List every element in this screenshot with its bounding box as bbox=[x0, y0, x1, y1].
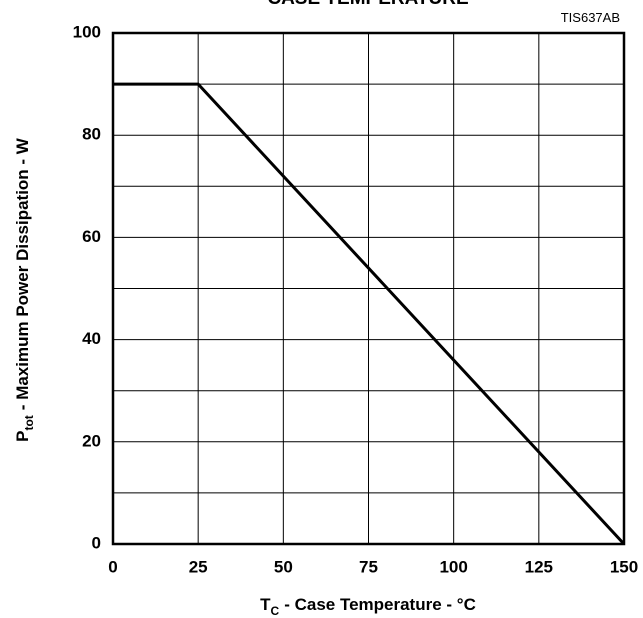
y-label-text: - Maximum Power Dissipation - W bbox=[13, 137, 32, 410]
x-label-subscript: C bbox=[271, 604, 280, 618]
x-tick-label: 25 bbox=[189, 557, 208, 576]
y-axis-label: Ptot - Maximum Power Dissipation - W bbox=[13, 137, 36, 442]
y-tick-label: 60 bbox=[82, 227, 101, 246]
x-tick-label: 75 bbox=[359, 557, 378, 576]
y-tick-label: 20 bbox=[82, 431, 101, 450]
x-axis-label: TC - Case Temperature - °C bbox=[260, 595, 476, 618]
chart-title: CASE TEMPERATURE bbox=[267, 0, 468, 9]
x-label-text: - Case Temperature - °C bbox=[284, 595, 476, 614]
x-tick-label: 150 bbox=[610, 557, 638, 576]
x-tick-label: 125 bbox=[525, 557, 553, 576]
y-tick-label: 40 bbox=[82, 329, 101, 348]
x-tick-label: 100 bbox=[439, 557, 467, 576]
plot-frame bbox=[111, 31, 626, 546]
data-line bbox=[113, 82, 626, 546]
y-tick-label: 0 bbox=[92, 533, 101, 552]
x-tick-label: 50 bbox=[274, 557, 293, 576]
x-tick-label: 0 bbox=[108, 557, 117, 576]
y-label-symbol: P bbox=[13, 431, 32, 442]
y-tick-label: 100 bbox=[73, 22, 101, 41]
figure-code: TIS637AB bbox=[561, 10, 620, 25]
x-label-symbol: T bbox=[260, 595, 271, 614]
y-label-subscript: tot bbox=[22, 415, 36, 430]
y-tick-label: 80 bbox=[82, 125, 101, 144]
